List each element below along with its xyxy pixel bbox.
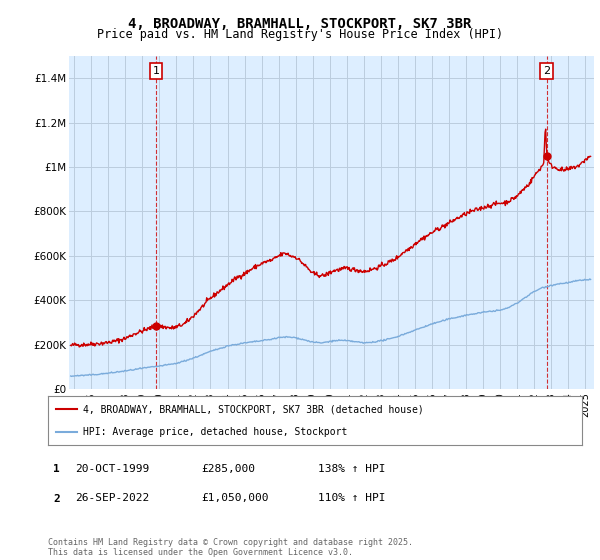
- Text: 1: 1: [152, 66, 160, 76]
- Text: 1: 1: [53, 464, 60, 474]
- Text: 138% ↑ HPI: 138% ↑ HPI: [318, 464, 386, 474]
- Text: £1,050,000: £1,050,000: [201, 493, 269, 503]
- Text: 2: 2: [543, 66, 550, 76]
- Text: HPI: Average price, detached house, Stockport: HPI: Average price, detached house, Stoc…: [83, 427, 347, 437]
- Text: Price paid vs. HM Land Registry's House Price Index (HPI): Price paid vs. HM Land Registry's House …: [97, 28, 503, 41]
- Text: 20-OCT-1999: 20-OCT-1999: [75, 464, 149, 474]
- Text: 110% ↑ HPI: 110% ↑ HPI: [318, 493, 386, 503]
- Text: 2: 2: [53, 494, 60, 504]
- Text: 4, BROADWAY, BRAMHALL, STOCKPORT, SK7 3BR: 4, BROADWAY, BRAMHALL, STOCKPORT, SK7 3B…: [128, 17, 472, 31]
- Text: £285,000: £285,000: [201, 464, 255, 474]
- Text: 4, BROADWAY, BRAMHALL, STOCKPORT, SK7 3BR (detached house): 4, BROADWAY, BRAMHALL, STOCKPORT, SK7 3B…: [83, 404, 424, 414]
- Text: 26-SEP-2022: 26-SEP-2022: [75, 493, 149, 503]
- Text: Contains HM Land Registry data © Crown copyright and database right 2025.
This d: Contains HM Land Registry data © Crown c…: [48, 538, 413, 557]
